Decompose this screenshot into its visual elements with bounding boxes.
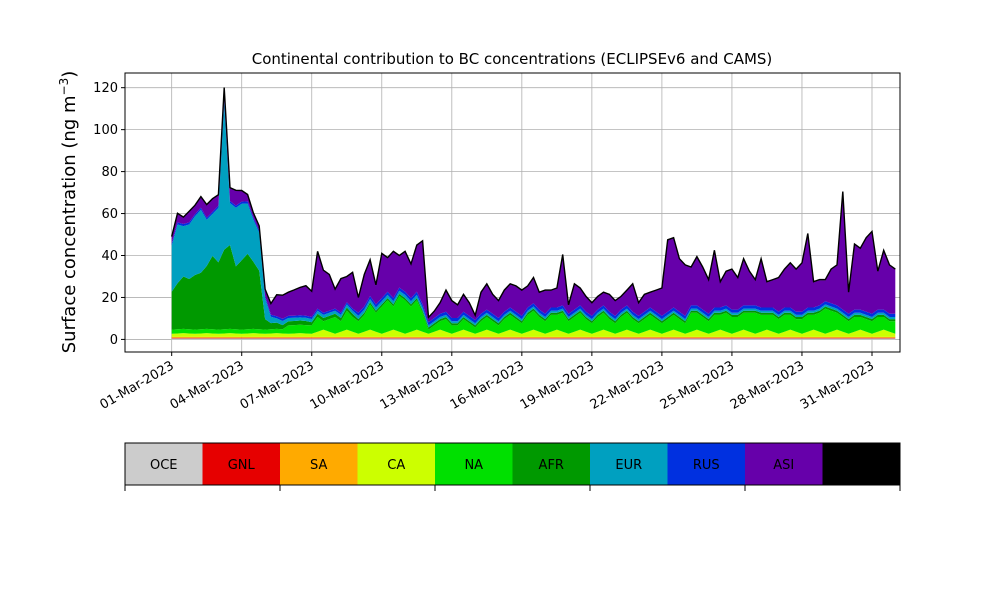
area-sa xyxy=(171,336,896,338)
area-afr xyxy=(171,245,896,330)
plot-frame xyxy=(124,72,901,353)
area-ca xyxy=(171,329,896,337)
legend-swatch-gnl xyxy=(202,443,280,485)
area-rus xyxy=(171,100,896,326)
legend-label-asi: ASI xyxy=(773,458,794,473)
legend-label-oce: OCE xyxy=(150,458,178,473)
area-asi xyxy=(171,88,896,323)
y-tick-label-6: 120 xyxy=(93,81,118,96)
y-tick-label-2: 40 xyxy=(101,249,118,264)
legend-label-na: NA xyxy=(464,458,483,473)
legend-swatch-aus xyxy=(822,443,900,485)
area-na xyxy=(171,296,896,334)
legend-swatch-ca xyxy=(357,443,435,485)
legend-label-eur: EUR xyxy=(615,458,642,473)
legend-swatch-asi xyxy=(745,443,823,485)
legend-swatch-afr xyxy=(512,443,590,485)
y-axis-ticks: 0 20 40 60 80 100 120 xyxy=(93,81,125,348)
legend-swatch-rus xyxy=(667,443,745,485)
legend-label-ca: CA xyxy=(387,458,405,473)
area-gnl xyxy=(171,337,896,339)
chart-title: Continental contribution to BC concentra… xyxy=(252,50,773,68)
legend-swatch-sa xyxy=(280,443,358,485)
y-tick-label-4: 80 xyxy=(101,165,118,180)
y-tick-label-3: 60 xyxy=(101,207,118,222)
legend-label-sa: SA xyxy=(310,458,327,473)
y-axis-label: Surface concentration (ng m−3) xyxy=(57,71,80,354)
legend-colorbar: OCE GNL SA CA NA AFR EUR RUS ASI AUS xyxy=(124,442,901,491)
y-tick-label-1: 20 xyxy=(101,291,118,306)
y-tick-label-5: 100 xyxy=(93,123,118,138)
legend-label-afr: AFR xyxy=(539,458,564,473)
legend-frame xyxy=(124,442,901,486)
legend-swatch-oce xyxy=(125,443,203,485)
legend-label-gnl: GNL xyxy=(228,458,256,473)
legend-swatch-eur xyxy=(590,443,668,485)
legend-label-aus: AUS xyxy=(848,458,875,473)
stacked-areas xyxy=(171,87,896,340)
total-concentration-line xyxy=(171,87,896,320)
legend-swatch-na xyxy=(435,443,513,485)
area-oce xyxy=(171,338,896,340)
legend-label-rus: RUS xyxy=(693,458,720,473)
y-tick-label-0: 0 xyxy=(110,333,118,348)
